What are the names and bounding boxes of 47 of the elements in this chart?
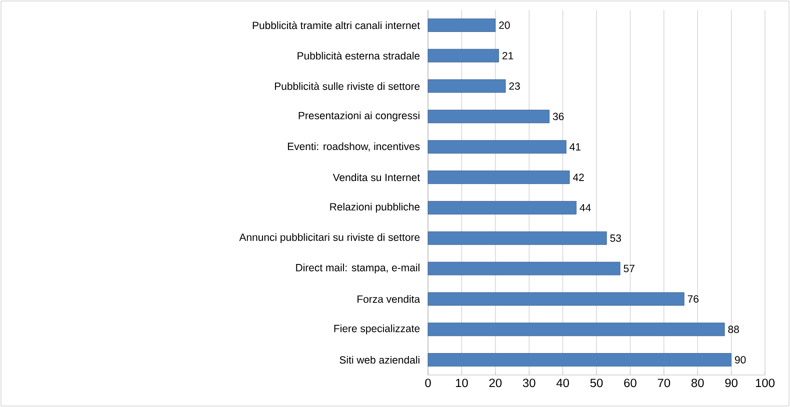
bar — [428, 322, 725, 336]
y-tick-label: Pubblicità esterna stradale — [298, 52, 420, 60]
x-tick-label: 100 — [756, 378, 775, 388]
bar — [428, 48, 499, 62]
data-label: 90 — [734, 356, 746, 364]
data-label: 57 — [624, 264, 634, 272]
y-tick-label: Pubblicità tramite altri canali internet — [252, 21, 420, 30]
bar — [428, 201, 576, 214]
bar — [428, 110, 550, 124]
y-tick-label: Annunci pubblicitari su riviste di settore — [239, 233, 420, 244]
data-label: 20 — [499, 22, 510, 29]
data-label: 44 — [580, 204, 591, 212]
data-label: 42 — [572, 174, 584, 181]
y-tick-label: Pubblicità sulle riviste di settore — [274, 82, 420, 90]
x-tick-label: 30 — [522, 378, 536, 388]
x-tick-label: 0 — [425, 378, 431, 388]
y-tick-label: Eventi: roadshow, incentives — [288, 142, 420, 152]
bar — [428, 353, 732, 366]
bar — [428, 231, 607, 245]
data-label: 36 — [552, 112, 564, 120]
x-tick-label: 20 — [489, 378, 502, 388]
x-tick-label: 10 — [456, 378, 468, 388]
data-label: 53 — [610, 234, 621, 242]
data-label: 76 — [688, 295, 699, 303]
bar — [428, 18, 496, 32]
bar — [428, 79, 506, 93]
y-tick-label: Siti web aziendali — [340, 356, 420, 364]
data-label: 41 — [570, 143, 580, 150]
data-label: 88 — [728, 326, 739, 334]
data-label: 21 — [502, 52, 514, 60]
y-tick-label: Vendita su Internet — [332, 173, 420, 182]
bar — [428, 292, 684, 306]
data-label: 23 — [509, 82, 520, 90]
bar — [428, 170, 570, 184]
y-tick-label: Direct mail: stampa, e-mail — [296, 264, 420, 274]
y-tick-label: Forza vendita — [358, 295, 420, 303]
y-tick-label: Fiere specializzate — [334, 324, 420, 334]
x-tick-label: 80 — [691, 378, 704, 388]
x-tick-label: 50 — [590, 378, 603, 388]
x-tick-label: 60 — [624, 378, 636, 388]
x-tick-label: 40 — [556, 378, 569, 388]
x-tick-label: 70 — [658, 378, 670, 388]
x-tick-label: 90 — [725, 378, 738, 388]
y-tick-label: Relazioni pubbliche — [330, 202, 420, 213]
y-tick-label: Presentazioni ai congressi — [298, 112, 420, 122]
bar — [428, 140, 566, 154]
bar — [428, 262, 620, 276]
